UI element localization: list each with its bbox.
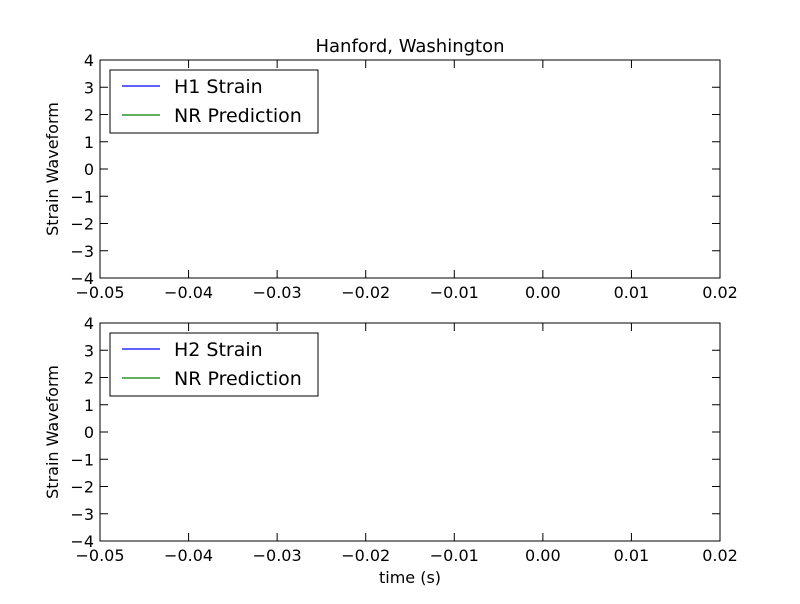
legend-label: H1 Strain: [174, 76, 263, 98]
x-tick-label: −0.03: [253, 283, 302, 302]
x-tick-label: −0.03: [253, 546, 302, 565]
x-tick-label: −0.02: [341, 283, 390, 302]
y-tick-label: −4: [70, 532, 94, 551]
x-tick-label: −0.04: [164, 546, 213, 565]
y-tick-label: 1: [84, 133, 94, 152]
x-tick-label: 0.01: [614, 546, 650, 565]
legend-label: NR Prediction: [174, 105, 302, 127]
x-tick-label: 0.02: [702, 546, 738, 565]
legend: H2 Strain NR Prediction: [109, 332, 319, 397]
y-tick-label: −3: [70, 505, 94, 524]
legend-label: H2 Strain: [174, 339, 263, 361]
x-tick-label: 0.01: [614, 283, 650, 302]
y-tick-label: −4: [70, 269, 94, 288]
subplot-2: −0.05 −0.04 −0.03 −0.02 −0.01 0.00 0.01 0.02 −4 −…: [43, 314, 738, 587]
y-tick-label: 3: [84, 78, 94, 97]
y-tick-label: 4: [84, 51, 94, 70]
y-tick-label: −2: [70, 478, 94, 497]
y-tick-label: 2: [84, 106, 94, 125]
x-tick-label: −0.05: [75, 283, 124, 302]
x-tick-label: 0.00: [525, 283, 561, 302]
y-axis-label: Strain Waveform: [43, 365, 62, 499]
y-axis-label: Strain Waveform: [43, 102, 62, 236]
y-tick-label: −1: [70, 450, 94, 469]
y-tick-label: 2: [84, 369, 94, 388]
legend-label: NR Prediction: [174, 368, 302, 390]
x-tick-label: −0.01: [430, 546, 479, 565]
y-tick-label: 0: [84, 160, 94, 179]
y-tick-label: −2: [70, 215, 94, 234]
legend-box: [109, 69, 319, 134]
x-tick-label: −0.05: [75, 546, 124, 565]
y-tick-label: 4: [84, 314, 94, 333]
x-tick-label: −0.01: [430, 283, 479, 302]
y-tick-label: −3: [70, 242, 94, 261]
legend-box: [109, 332, 319, 397]
y-tick-label: 3: [84, 341, 94, 360]
y-tick-label: 1: [84, 396, 94, 415]
y-tick-label: −1: [70, 187, 94, 206]
y-tick-label: 0: [84, 423, 94, 442]
legend: H1 Strain NR Prediction: [109, 69, 319, 134]
x-tick-label: −0.04: [164, 283, 213, 302]
x-axis-label: time (s): [379, 568, 441, 587]
chart-title: Hanford, Washington: [315, 36, 504, 57]
x-tick-label: −0.02: [341, 546, 390, 565]
x-tick-label: 0.00: [525, 546, 561, 565]
x-tick-label: 0.02: [702, 283, 738, 302]
subplot-1: −0.05 −0.04 −0.03 −0.02 −0.01 0.00 0.01 0.02 −4 −…: [43, 36, 738, 302]
